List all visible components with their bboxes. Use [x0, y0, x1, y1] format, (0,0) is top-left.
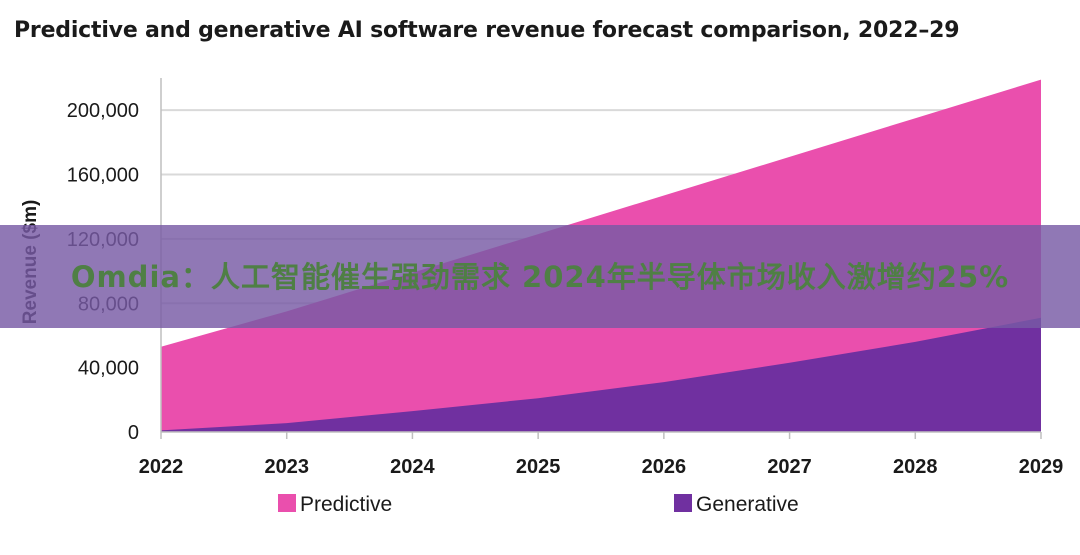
- x-tick-label: 2024: [390, 456, 435, 478]
- y-tick-label: 160,000: [67, 165, 139, 187]
- x-tick-label: 2023: [264, 456, 309, 478]
- y-tick-label: 40,000: [78, 358, 139, 380]
- watermark-banner: Omdia：人工智能催生强劲需求 2024年半导体市场收入激增约25%: [0, 225, 1080, 328]
- y-tick-label: 0: [128, 422, 139, 444]
- x-tick-label: 2027: [767, 456, 812, 478]
- x-tick-label: 2022: [139, 456, 184, 478]
- x-tick-label: 2026: [642, 456, 687, 478]
- legend-swatch-predictive: [278, 494, 296, 512]
- area-generative: [161, 317, 1041, 432]
- legend: Predictive Generative: [278, 493, 799, 516]
- x-tick-label: 2029: [1019, 456, 1064, 478]
- x-tick-label: 2028: [893, 456, 938, 478]
- legend-label-predictive: Predictive: [300, 493, 392, 516]
- legend-swatch-generative: [674, 494, 692, 512]
- watermark-text: Omdia：人工智能催生强劲需求 2024年半导体市场收入激增约25%: [70, 259, 1010, 294]
- x-tick-labels: 2022 2023 2024 2025 2026 2027 2028 2029: [139, 456, 1064, 478]
- x-tick-label: 2025: [516, 456, 561, 478]
- y-tick-label: 200,000: [67, 100, 139, 122]
- legend-label-generative: Generative: [696, 493, 799, 516]
- chart-title: Predictive and generative AI software re…: [14, 18, 960, 43]
